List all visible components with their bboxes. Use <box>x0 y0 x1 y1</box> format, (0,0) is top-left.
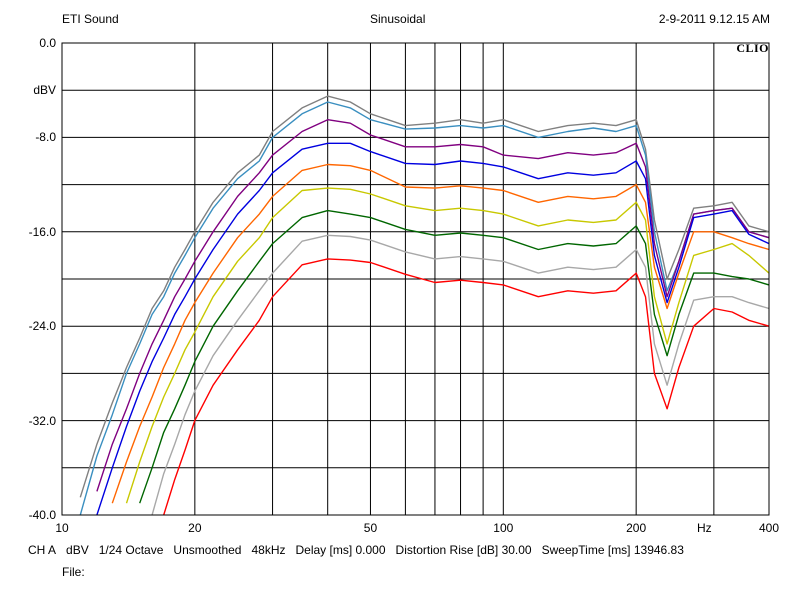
series-line-6 <box>125 187 770 504</box>
x-tick-label: 20 <box>188 521 202 535</box>
grid <box>62 43 769 515</box>
y-tick-label: -16.0 <box>28 224 56 239</box>
x-tick-label: 100 <box>493 521 514 535</box>
channel-label: CH A <box>28 543 57 557</box>
measurement-info: CH A dBV 1/24 Octave Unsmoothed 48kHz Delay [… <box>28 543 694 557</box>
x-tick-label: 400 <box>758 521 780 535</box>
header-title-center: Sinusoidal <box>370 12 426 26</box>
series-line-7 <box>139 209 770 504</box>
smoothing-label: Unsmoothed <box>173 543 242 557</box>
header-timestamp: 2-9-2011 9.12.15 AM <box>658 12 770 26</box>
y-tick-label: 0.0 <box>39 36 56 50</box>
y-tick-label: -8.0 <box>35 130 56 145</box>
sweep-label: SweepTime [ms] 13946.83 <box>541 543 684 557</box>
x-tick-label: 50 <box>363 521 378 535</box>
series-line-1 <box>79 95 770 498</box>
brand-logo: CLIO <box>736 41 769 55</box>
octave-label: 1/24 Octave <box>98 543 164 557</box>
unit-label: dBV <box>66 543 89 557</box>
y-tick-label: -24.0 <box>28 319 56 334</box>
series-line-8 <box>151 234 770 516</box>
file-label: File: <box>62 565 85 579</box>
rate-label: 48kHz <box>251 543 286 557</box>
series-line-2 <box>79 101 770 516</box>
y-axis-label: dBV <box>33 83 56 97</box>
distortion-label: Distortion Rise [dB] 30.00 <box>395 543 532 557</box>
series-line-3 <box>96 119 770 492</box>
x-tick-label: 10 <box>55 521 69 535</box>
series-line-9 <box>163 258 770 516</box>
y-tick-label: -40.0 <box>28 508 56 522</box>
header-title-left: ETI Sound <box>62 12 119 26</box>
x-tick-label: 200 <box>626 521 647 535</box>
delay-label: Delay [ms] 0.000 <box>295 543 386 557</box>
series-group <box>79 95 770 516</box>
series-line-4 <box>96 142 770 516</box>
x-axis-unit: Hz <box>697 521 712 535</box>
series-line-5 <box>111 163 770 504</box>
plot-frame <box>61 42 770 516</box>
y-tick-label: -32.0 <box>28 413 56 428</box>
